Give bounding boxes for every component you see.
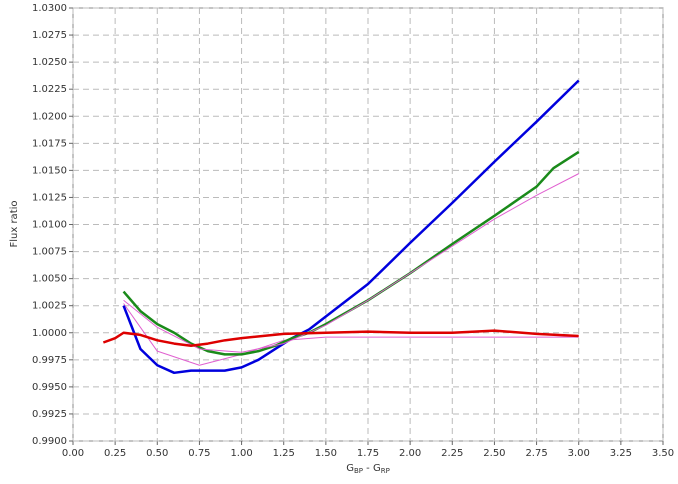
y-tick-label: 1.0050 (32, 274, 67, 285)
y-tick-label: 1.0300 (32, 3, 67, 14)
x-tick-label: 0.75 (188, 448, 210, 459)
x-tick-label: 1.50 (315, 448, 337, 459)
x-label-part: RP (381, 467, 390, 475)
y-tick-label: 0.9900 (32, 436, 67, 447)
y-tick-label: 0.9975 (32, 355, 67, 366)
x-tick-label: 0.25 (104, 448, 126, 459)
series-line (123, 303, 579, 366)
y-tick-label: 0.9950 (32, 382, 67, 393)
y-tick-label: 1.0175 (32, 138, 67, 149)
x-tick-label: 3.00 (568, 448, 590, 459)
x-tick-label: 3.25 (610, 448, 632, 459)
y-tick-label: 1.0225 (32, 84, 67, 95)
y-tick-label: 1.0025 (32, 301, 67, 312)
series-line (123, 173, 579, 353)
y-tick-label: 1.0200 (32, 111, 67, 122)
x-tick-label: 2.50 (483, 448, 505, 459)
series-line (122, 79, 580, 375)
x-tick-label: 0.50 (146, 448, 168, 459)
x-tick-label: 2.00 (399, 448, 421, 459)
x-label-part: - (363, 463, 373, 474)
series-line (122, 150, 580, 356)
x-label-part: G (346, 463, 354, 474)
x-label-part: G (373, 463, 381, 474)
y-tick-label: 1.0150 (32, 165, 67, 176)
x-tick-label: 0.00 (62, 448, 84, 459)
x-tick-label: 2.75 (525, 448, 547, 459)
series-line (102, 329, 579, 347)
x-tick-label: 2.25 (441, 448, 463, 459)
y-tick-label: 1.0000 (32, 328, 67, 339)
x-axis-label: GBP - GRP (346, 463, 390, 475)
x-tick-label: 1.25 (273, 448, 295, 459)
y-tick-label: 1.0275 (32, 30, 67, 41)
y-axis-label: Flux ratio (9, 200, 20, 247)
y-tick-label: 1.0075 (32, 247, 67, 258)
x-tick-label: 1.00 (230, 448, 252, 459)
x-tick-label: 1.75 (357, 448, 379, 459)
x-tick-label: 3.50 (652, 448, 674, 459)
x-label-part: BP (354, 467, 363, 475)
y-tick-label: 0.9925 (32, 409, 67, 420)
y-tick-label: 1.0250 (32, 57, 67, 68)
y-tick-label: 1.0100 (32, 220, 67, 231)
y-tick-label: 1.0125 (32, 192, 67, 203)
